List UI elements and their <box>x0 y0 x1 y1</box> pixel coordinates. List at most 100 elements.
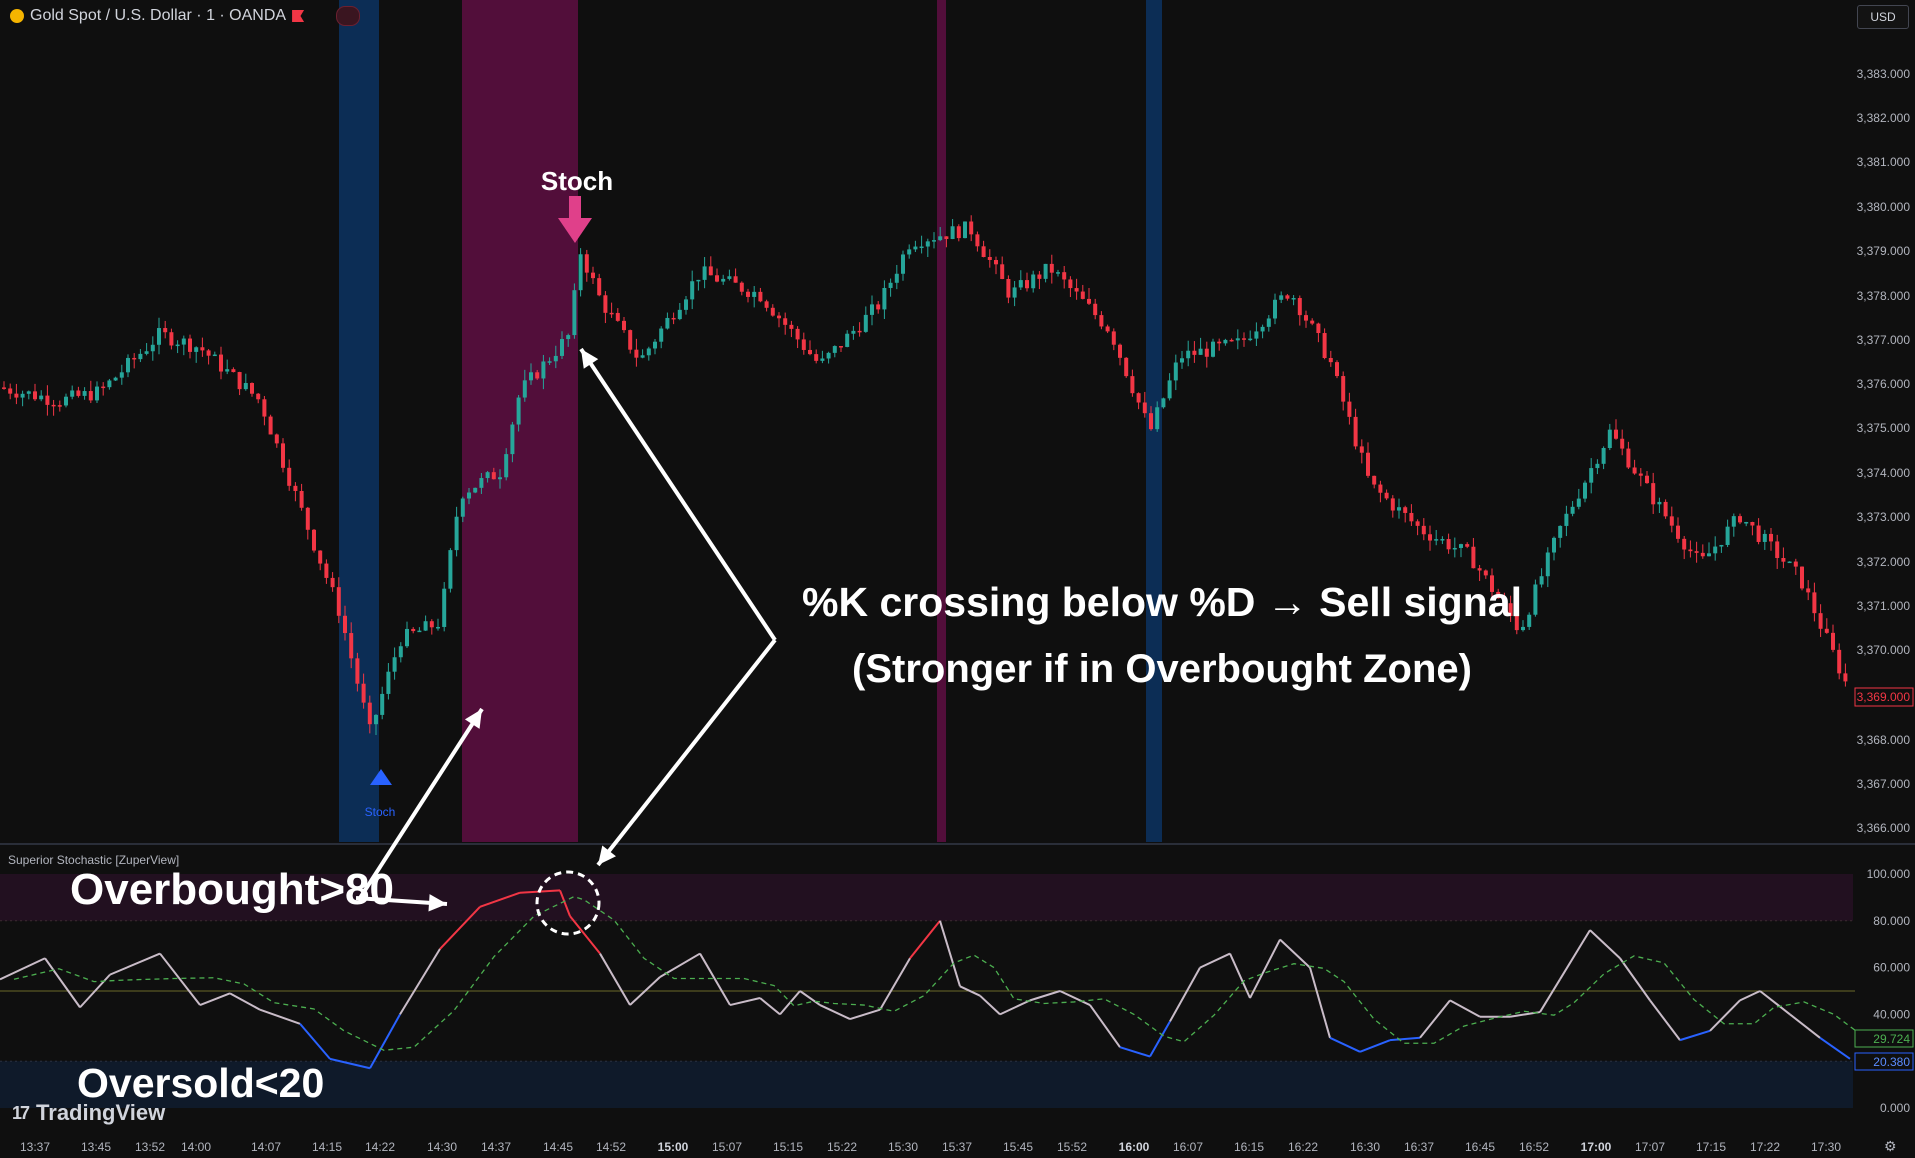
time-tick-label: 15:52 <box>1057 1140 1087 1154</box>
time-tick-label: 15:07 <box>712 1140 742 1154</box>
indicator-title[interactable]: Superior Stochastic [ZuperView] <box>8 853 180 867</box>
candle-body <box>1471 546 1476 569</box>
candle-body <box>1663 501 1668 517</box>
time-tick-label: 15:30 <box>888 1140 918 1154</box>
candle-body <box>553 355 558 362</box>
candle-body <box>355 658 360 684</box>
candle-body <box>448 550 453 589</box>
candle-body <box>1291 298 1296 300</box>
k-line-segment <box>1649 999 1681 1041</box>
candle-body <box>14 393 19 398</box>
candle-body <box>1806 588 1811 593</box>
settings-gear-icon[interactable]: ⚙ <box>1884 1138 1897 1154</box>
candle-body <box>1384 492 1389 499</box>
time-tick-label: 16:45 <box>1465 1140 1495 1154</box>
k-line-segment <box>1449 999 1481 1018</box>
k-line-segment <box>1249 939 1281 999</box>
candle-body <box>733 276 738 283</box>
candle-body <box>609 312 614 315</box>
gold-logo-icon <box>10 9 24 23</box>
candle-body <box>1843 673 1848 682</box>
k-line-segment <box>559 890 571 917</box>
candle-body <box>956 226 961 239</box>
symbol-header[interactable]: Gold Spot / U.S. Dollar · 1 · OANDA <box>0 0 361 32</box>
k-line-segment <box>909 920 941 959</box>
candle-body <box>163 328 168 333</box>
currency-button[interactable]: USD <box>1857 5 1909 29</box>
k-line-segment <box>229 992 261 1011</box>
tradingview-logo: 17 TradingView <box>12 1100 165 1126</box>
k-line-segment <box>1089 1004 1121 1048</box>
osc-tick-label: 0.000 <box>1880 1101 1910 1115</box>
k-line-segment <box>819 1004 851 1020</box>
candle-body <box>1198 348 1203 355</box>
candle-body <box>727 276 732 279</box>
candle-body <box>436 626 440 629</box>
candle-body <box>1831 632 1835 650</box>
candle-body <box>516 397 521 425</box>
candle-body <box>1211 341 1215 357</box>
candle-body <box>231 369 236 373</box>
price-tick-label: 3,382.000 <box>1857 111 1911 125</box>
candle-body <box>1266 318 1271 327</box>
candle-body <box>1552 537 1556 553</box>
candle-body <box>256 393 261 400</box>
candle-body <box>1080 291 1085 299</box>
candle-body <box>460 498 465 517</box>
candle-body <box>113 377 118 381</box>
candle-body <box>442 588 447 627</box>
time-tick-label: 16:15 <box>1234 1140 1264 1154</box>
tradingview-mark-icon: 17 <box>12 1102 30 1123</box>
candle-body <box>1669 516 1674 526</box>
candle-body <box>39 395 44 400</box>
candle-body <box>665 317 670 329</box>
price-tick-label: 3,371.000 <box>1857 599 1911 613</box>
candle-body <box>1254 331 1259 339</box>
candle-body <box>1397 507 1401 511</box>
candle-body <box>1632 467 1637 474</box>
candle-body <box>1558 525 1563 538</box>
candle-body <box>33 391 37 400</box>
candle-body <box>1545 552 1550 577</box>
candle-body <box>739 282 744 292</box>
k-line-segment <box>879 957 911 1011</box>
candle-body <box>318 550 323 564</box>
flag-icon[interactable] <box>292 10 305 22</box>
annotation-arrow-head <box>581 349 599 369</box>
price-tick-label: 3,375.000 <box>1857 421 1911 435</box>
record-badge-icon[interactable] <box>336 6 361 26</box>
time-tick-label: 14:30 <box>427 1140 457 1154</box>
candle-body <box>1614 429 1618 439</box>
candle-body <box>882 287 887 310</box>
k-line-segment <box>849 1008 881 1021</box>
candle-body <box>1570 506 1575 514</box>
candle-body <box>981 246 986 258</box>
candle-body <box>522 380 527 398</box>
candle-body <box>1217 341 1222 344</box>
candle-body <box>919 246 924 249</box>
candle-body <box>1465 544 1470 547</box>
candle-body <box>1328 357 1333 363</box>
candle-body <box>293 485 298 491</box>
candle-body <box>1186 350 1191 359</box>
candle-body <box>206 350 211 356</box>
candle-body <box>491 472 496 480</box>
oversold-label: Oversold<20 <box>77 1060 324 1106</box>
price-tick-label: 3,366.000 <box>1857 821 1911 835</box>
candle-body <box>1012 287 1017 298</box>
d-line <box>13 895 1865 1051</box>
candle-body <box>1781 557 1786 562</box>
candle-body <box>1428 534 1432 541</box>
time-tick-label: 15:00 <box>658 1140 689 1154</box>
candle-body <box>423 621 428 631</box>
candle-body <box>1372 475 1377 485</box>
candle-body <box>646 348 651 356</box>
candle-body <box>1645 475 1649 484</box>
osc-tick-label: 60.000 <box>1873 961 1910 975</box>
k-line-segment <box>1739 990 1761 1002</box>
k-line-segment <box>1279 938 1311 969</box>
candle-body <box>1273 299 1277 319</box>
candle-body <box>485 472 490 479</box>
